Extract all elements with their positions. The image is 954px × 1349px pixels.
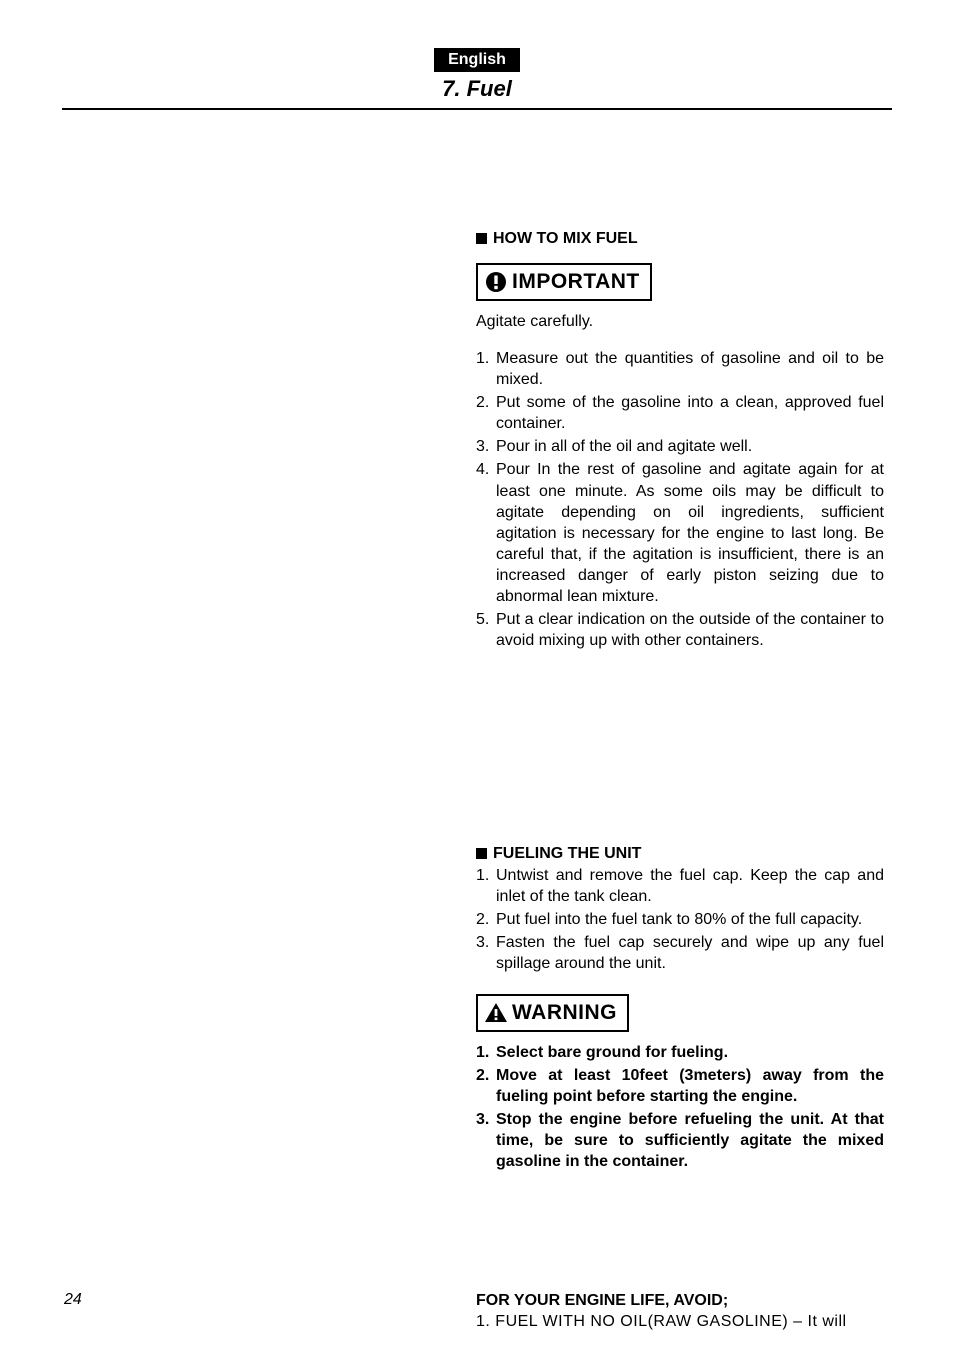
- warning-callout: WARNING: [476, 994, 629, 1032]
- list-item: 3.Fasten the fuel cap securely and wipe …: [476, 932, 884, 974]
- square-bullet-icon: [476, 848, 487, 859]
- engine-life-heading: FOR YOUR ENGINE LIFE, AVOID;: [476, 1290, 884, 1311]
- step-number: 4.: [476, 459, 496, 607]
- page-number: 24: [64, 1291, 82, 1309]
- fueling-unit-steps: 1.Untwist and remove the fuel cap. Keep …: [476, 865, 884, 975]
- step-number: 3.: [476, 436, 496, 457]
- fueling-unit-heading: FUELING THE UNIT: [476, 843, 884, 864]
- engine-life-trailing: 1. FUEL WITH NO OIL(RAW GASOLINE) – It w…: [476, 1311, 884, 1332]
- important-callout: IMPORTANT: [476, 263, 652, 301]
- step-text: Put fuel into the fuel tank to 80% of th…: [496, 909, 884, 930]
- header-rule: [62, 108, 892, 110]
- step-number: 2.: [476, 392, 496, 434]
- list-item: 1.Measure out the quantities of gasoline…: [476, 348, 884, 390]
- list-item: 3.Pour in all of the oil and agitate wel…: [476, 436, 884, 457]
- important-icon: [485, 271, 507, 293]
- step-text: Stop the engine before refueling the uni…: [496, 1109, 884, 1172]
- step-number: 2.: [476, 1065, 496, 1107]
- content-column: HOW TO MIX FUEL IMPORTANT Agitate carefu…: [476, 228, 884, 1332]
- square-bullet-icon: [476, 233, 487, 244]
- mix-fuel-lead: Agitate carefully.: [476, 311, 884, 332]
- list-item: 1.Untwist and remove the fuel cap. Keep …: [476, 865, 884, 907]
- list-item: 1.Select bare ground for fueling.: [476, 1042, 884, 1063]
- step-text: Untwist and remove the fuel cap. Keep th…: [496, 865, 884, 907]
- list-item: 5.Put a clear indication on the outside …: [476, 609, 884, 651]
- warning-label: WARNING: [512, 999, 617, 1027]
- list-item: 4.Pour In the rest of gasoline and agita…: [476, 459, 884, 607]
- important-label: IMPORTANT: [512, 268, 640, 296]
- step-number: 1.: [476, 348, 496, 390]
- step-text: Put a clear indication on the outside of…: [496, 609, 884, 651]
- list-item: 2.Put fuel into the fuel tank to 80% of …: [476, 909, 884, 930]
- section-title: 7. Fuel: [0, 76, 954, 102]
- page-header: English 7. Fuel: [0, 0, 954, 110]
- step-text: Pour in all of the oil and agitate well.: [496, 436, 884, 457]
- language-badge: English: [434, 48, 520, 72]
- fueling-unit-heading-text: FUELING THE UNIT: [493, 845, 641, 862]
- list-item: 2.Move at least 10feet (3meters) away fr…: [476, 1065, 884, 1107]
- step-text: Put some of the gasoline into a clean, a…: [496, 392, 884, 434]
- step-text: Move at least 10feet (3meters) away from…: [496, 1065, 884, 1107]
- list-item: 3.Stop the engine before refueling the u…: [476, 1109, 884, 1172]
- step-number: 1.: [476, 1042, 496, 1063]
- step-text: Pour In the rest of gasoline and agitate…: [496, 459, 884, 607]
- step-number: 2.: [476, 909, 496, 930]
- step-text: Select bare ground for fueling.: [496, 1042, 884, 1063]
- list-item: 2.Put some of the gasoline into a clean,…: [476, 392, 884, 434]
- step-number: 3.: [476, 932, 496, 974]
- step-text: Measure out the quantities of gasoline a…: [496, 348, 884, 390]
- step-number: 1.: [476, 865, 496, 907]
- step-number: 3.: [476, 1109, 496, 1172]
- step-text: Fasten the fuel cap securely and wipe up…: [496, 932, 884, 974]
- warning-icon: [485, 1003, 507, 1023]
- mix-fuel-steps: 1.Measure out the quantities of gasoline…: [476, 348, 884, 652]
- mix-fuel-heading: HOW TO MIX FUEL: [476, 228, 884, 249]
- mix-fuel-heading-text: HOW TO MIX FUEL: [493, 230, 638, 247]
- step-number: 5.: [476, 609, 496, 651]
- warning-steps: 1.Select bare ground for fueling. 2.Move…: [476, 1042, 884, 1173]
